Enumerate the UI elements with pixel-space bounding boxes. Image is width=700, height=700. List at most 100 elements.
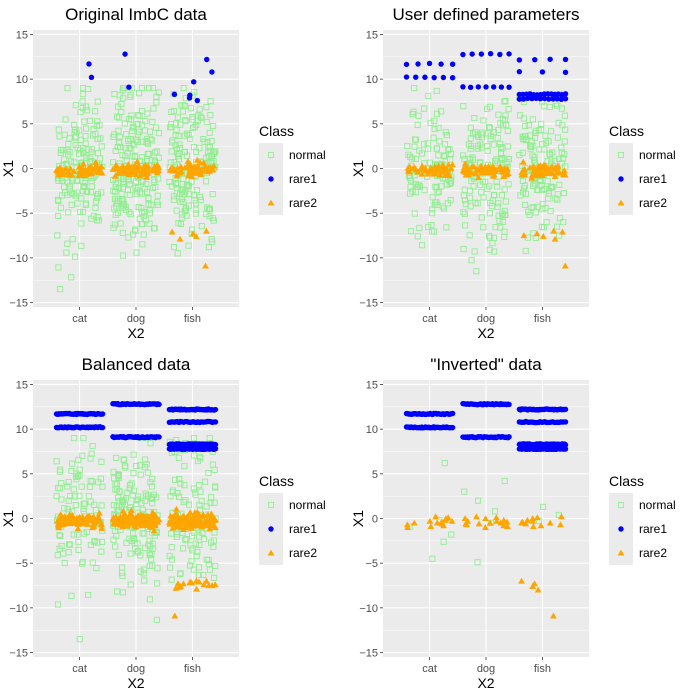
y-axis-title: X1	[0, 510, 16, 527]
point-normal	[137, 471, 144, 478]
point-rare1	[562, 69, 569, 76]
point-rare2	[69, 513, 77, 520]
point-normal	[490, 129, 498, 136]
point-normal	[492, 224, 499, 231]
point-normal	[120, 196, 127, 203]
point-normal	[169, 137, 176, 144]
point-normal	[74, 177, 81, 184]
point-normal	[64, 240, 71, 247]
point-rare2	[81, 519, 88, 526]
point-normal	[178, 211, 186, 218]
point-normal	[421, 187, 428, 194]
point-rare2	[68, 171, 75, 178]
point-normal	[67, 493, 74, 500]
point-normal	[520, 115, 527, 122]
point-rare2	[150, 527, 158, 534]
point-normal	[112, 486, 119, 493]
point-rare2	[528, 174, 536, 181]
point-rare2	[503, 171, 511, 177]
point-normal	[155, 175, 162, 182]
point-rare2	[90, 513, 97, 520]
point-normal	[440, 205, 447, 212]
point-rare2	[117, 518, 125, 525]
point-normal	[179, 214, 186, 221]
point-normal	[119, 499, 126, 506]
point-normal	[471, 248, 478, 255]
point-rare2	[497, 519, 505, 526]
point-normal	[147, 479, 154, 486]
point-rare2	[492, 514, 500, 521]
point-rare2	[537, 522, 545, 529]
point-rare2	[205, 167, 213, 174]
point-normal	[473, 268, 480, 275]
point-rare2	[171, 612, 179, 619]
point-normal	[155, 130, 162, 137]
point-rare2	[141, 514, 149, 521]
point-rare1	[554, 95, 560, 102]
point-normal	[180, 198, 187, 205]
point-normal	[553, 223, 561, 230]
point-rare2	[502, 166, 510, 173]
point-normal	[65, 479, 72, 486]
point-normal	[193, 121, 200, 129]
point-normal	[119, 572, 126, 580]
point-normal	[78, 195, 85, 202]
point-normal	[120, 203, 127, 210]
point-rare2	[177, 523, 184, 530]
point-normal	[433, 199, 440, 206]
point-normal	[188, 178, 195, 185]
point-normal	[196, 482, 203, 489]
point-rare2	[531, 169, 539, 176]
point-normal	[96, 122, 103, 129]
point-normal	[491, 192, 498, 199]
point-normal	[115, 472, 122, 479]
legend-label-rare2: rare2	[289, 546, 317, 560]
point-normal	[113, 454, 120, 461]
point-rare2	[559, 228, 566, 235]
x-tick-label: fish	[534, 313, 551, 325]
point-normal	[92, 108, 99, 115]
point-normal	[405, 151, 412, 158]
point-normal	[137, 552, 144, 559]
point-normal	[116, 114, 123, 121]
point-normal	[168, 576, 175, 583]
point-normal	[65, 497, 72, 504]
point-normal	[71, 435, 78, 442]
point-normal	[183, 182, 190, 189]
point-normal	[207, 500, 214, 507]
legend-label-normal: normal	[639, 498, 676, 512]
point-normal	[490, 141, 497, 148]
legend-label-rare2: rare2	[639, 546, 667, 560]
point-normal	[468, 257, 475, 264]
y-tick-label: 0	[372, 164, 378, 176]
point-normal	[459, 152, 467, 159]
point-normal	[502, 97, 509, 104]
point-normal	[121, 120, 128, 127]
point-normal	[54, 601, 62, 608]
point-normal	[142, 490, 149, 497]
point-rare2	[185, 518, 192, 525]
point-normal	[89, 559, 96, 566]
x-axis-title: X2	[127, 675, 144, 691]
point-rare2	[60, 520, 68, 527]
point-normal	[145, 195, 152, 202]
point-normal	[148, 202, 155, 209]
point-rare1	[537, 96, 544, 102]
point-rare1	[497, 51, 503, 58]
point-normal	[111, 196, 119, 203]
chart-panel-4: "Inverted" data −15 −10 −5 0 5 10 15 cat dog fish X…	[350, 355, 676, 691]
point-rare2	[544, 170, 551, 177]
x-tick-label: cat	[422, 313, 437, 325]
point-rare2	[189, 230, 197, 237]
point-rare2	[483, 169, 491, 176]
point-rare2	[447, 165, 455, 172]
point-rare1	[212, 419, 219, 425]
legend-marker-rare2	[617, 549, 625, 556]
point-normal	[126, 144, 133, 152]
point-normal	[123, 539, 130, 546]
point-normal	[505, 181, 512, 188]
point-normal	[74, 200, 81, 207]
point-normal	[191, 89, 198, 96]
point-normal	[197, 197, 205, 204]
point-rare2	[404, 524, 412, 530]
